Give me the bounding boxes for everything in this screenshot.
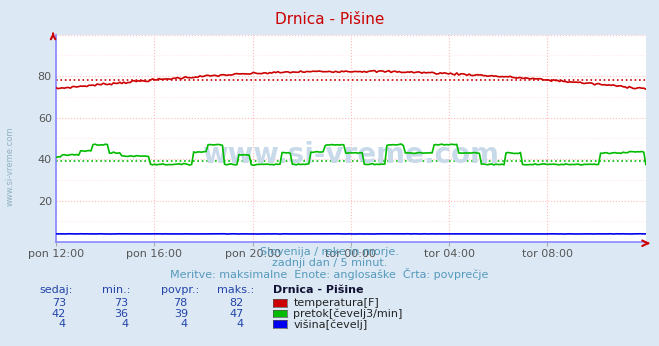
Text: maks.:: maks.: [217, 285, 255, 295]
Text: Meritve: maksimalne  Enote: anglosaške  Črta: povprečje: Meritve: maksimalne Enote: anglosaške Čr… [170, 268, 489, 280]
Text: 4: 4 [121, 319, 129, 329]
Text: zadnji dan / 5 minut.: zadnji dan / 5 minut. [272, 258, 387, 268]
Text: www.si-vreme.com: www.si-vreme.com [202, 141, 500, 169]
Text: 4: 4 [59, 319, 66, 329]
Text: 36: 36 [115, 309, 129, 319]
Text: min.:: min.: [102, 285, 130, 295]
Text: 73: 73 [52, 298, 66, 308]
Text: pretok[čevelj3/min]: pretok[čevelj3/min] [293, 309, 403, 319]
Text: temperatura[F]: temperatura[F] [293, 298, 379, 308]
Text: 42: 42 [51, 309, 66, 319]
Text: 47: 47 [229, 309, 244, 319]
Text: www.si-vreme.com: www.si-vreme.com [5, 126, 14, 206]
Text: 82: 82 [229, 298, 244, 308]
Text: Slovenija / reke in morje.: Slovenija / reke in morje. [260, 247, 399, 257]
Text: Drnica - Pišine: Drnica - Pišine [273, 285, 364, 295]
Text: 4: 4 [181, 319, 188, 329]
Text: 39: 39 [174, 309, 188, 319]
Text: 73: 73 [115, 298, 129, 308]
Text: Drnica - Pišine: Drnica - Pišine [275, 12, 384, 27]
Text: povpr.:: povpr.: [161, 285, 200, 295]
Text: višina[čevelj]: višina[čevelj] [293, 319, 368, 329]
Text: sedaj:: sedaj: [40, 285, 73, 295]
Text: 78: 78 [173, 298, 188, 308]
Text: 4: 4 [237, 319, 244, 329]
